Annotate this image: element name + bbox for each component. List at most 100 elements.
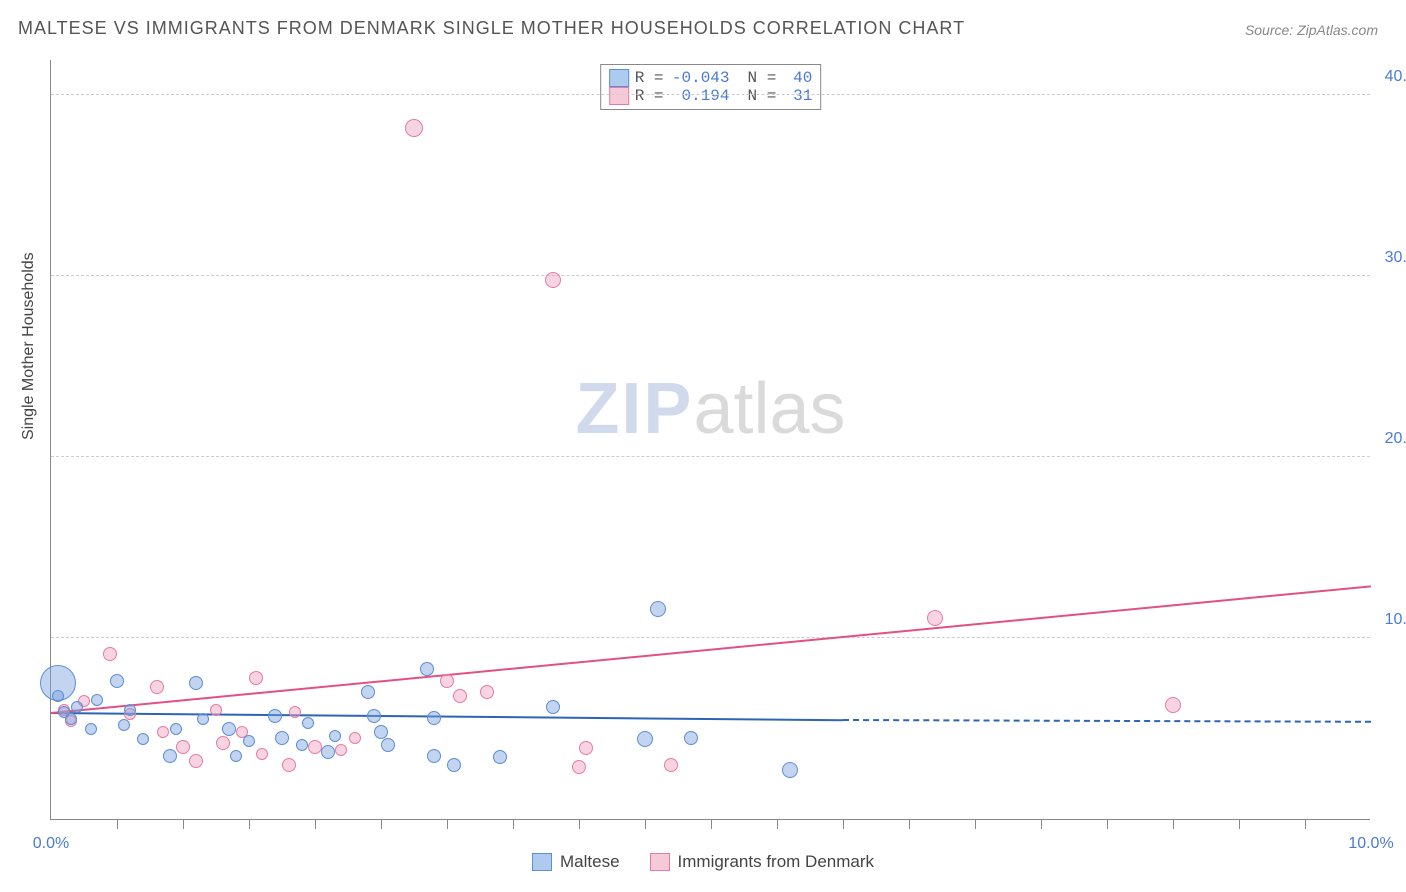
trend-line xyxy=(51,712,843,721)
data-point xyxy=(427,749,441,763)
n-value-pink: 31 xyxy=(782,87,812,105)
data-point xyxy=(546,700,560,714)
x-tick xyxy=(579,819,580,829)
data-point xyxy=(684,731,698,745)
data-point xyxy=(405,119,423,137)
gridline xyxy=(51,275,1370,276)
watermark-zip: ZIP xyxy=(575,369,693,449)
data-point xyxy=(296,739,308,751)
data-point xyxy=(268,709,282,723)
x-tick xyxy=(447,819,448,829)
x-tick xyxy=(513,819,514,829)
swatch-pink xyxy=(609,87,629,105)
data-point xyxy=(216,736,230,750)
x-tick xyxy=(1239,819,1240,829)
y-tick-label: 10.0% xyxy=(1385,611,1406,629)
data-point xyxy=(579,741,593,755)
data-point xyxy=(349,732,361,744)
data-point xyxy=(367,709,381,723)
legend-label-blue: Maltese xyxy=(560,852,620,872)
data-point xyxy=(124,704,136,716)
data-point xyxy=(85,723,97,735)
watermark: ZIPatlas xyxy=(575,368,845,450)
x-tick xyxy=(1041,819,1042,829)
legend-item-pink: Immigrants from Denmark xyxy=(650,852,874,872)
data-point xyxy=(664,758,678,772)
data-point xyxy=(321,745,335,759)
data-point xyxy=(110,674,124,688)
r-label: R = xyxy=(635,87,664,105)
stats-row-pink: R = 0.194 N = 31 xyxy=(609,87,813,105)
data-point xyxy=(302,717,314,729)
data-point xyxy=(249,671,263,685)
data-point xyxy=(170,723,182,735)
data-point xyxy=(637,731,653,747)
gridline xyxy=(51,94,1370,95)
data-point xyxy=(222,722,236,736)
x-tick xyxy=(117,819,118,829)
data-point xyxy=(230,750,242,762)
data-point xyxy=(256,748,268,760)
data-point xyxy=(243,735,255,747)
y-tick-label: 40.0% xyxy=(1385,68,1406,86)
data-point xyxy=(189,676,203,690)
data-point xyxy=(197,713,209,725)
x-tick xyxy=(711,819,712,829)
x-tick xyxy=(777,819,778,829)
data-point xyxy=(65,713,77,725)
x-tick xyxy=(315,819,316,829)
swatch-blue xyxy=(609,69,629,87)
data-point xyxy=(927,610,943,626)
data-point xyxy=(137,733,149,745)
data-point xyxy=(275,731,289,745)
bottom-legend: Maltese Immigrants from Denmark xyxy=(532,852,874,872)
data-point xyxy=(447,758,461,772)
data-point xyxy=(480,685,494,699)
x-tick xyxy=(183,819,184,829)
data-point xyxy=(91,694,103,706)
trend-line-dashed xyxy=(843,719,1371,723)
data-point xyxy=(650,601,666,617)
x-tick xyxy=(249,819,250,829)
y-tick-label: 30.0% xyxy=(1385,249,1406,267)
watermark-atlas: atlas xyxy=(693,369,845,449)
data-point xyxy=(572,760,586,774)
data-point xyxy=(1165,697,1181,713)
data-point xyxy=(329,730,341,742)
r-value-blue: -0.043 xyxy=(670,69,730,87)
data-point xyxy=(282,758,296,772)
data-point xyxy=(427,711,441,725)
data-point xyxy=(453,689,467,703)
plot-area: ZIPatlas R = -0.043 N = 40 R = 0.194 N =… xyxy=(50,60,1370,820)
data-point xyxy=(335,744,347,756)
r-value-pink: 0.194 xyxy=(670,87,730,105)
data-point xyxy=(361,685,375,699)
source-label: Source: ZipAtlas.com xyxy=(1245,22,1378,38)
legend-label-pink: Immigrants from Denmark xyxy=(678,852,874,872)
data-point xyxy=(289,706,301,718)
gridline xyxy=(51,637,1370,638)
data-point xyxy=(52,690,64,702)
x-tick xyxy=(1107,819,1108,829)
data-point xyxy=(71,701,83,713)
data-point xyxy=(189,754,203,768)
data-point xyxy=(545,272,561,288)
x-tick xyxy=(975,819,976,829)
data-point xyxy=(493,750,507,764)
x-tick-label: 0.0% xyxy=(33,835,69,853)
data-point xyxy=(440,674,454,688)
data-point xyxy=(210,704,222,716)
stats-row-blue: R = -0.043 N = 40 xyxy=(609,69,813,87)
x-tick xyxy=(843,819,844,829)
x-tick xyxy=(1305,819,1306,829)
data-point xyxy=(163,749,177,763)
x-tick xyxy=(1173,819,1174,829)
data-point xyxy=(420,662,434,676)
y-tick-label: 20.0% xyxy=(1385,430,1406,448)
x-tick xyxy=(909,819,910,829)
trend-line xyxy=(51,585,1371,714)
swatch-pink xyxy=(650,853,670,871)
data-point xyxy=(118,719,130,731)
n-label: N = xyxy=(748,87,777,105)
stats-legend-box: R = -0.043 N = 40 R = 0.194 N = 31 xyxy=(600,64,822,110)
